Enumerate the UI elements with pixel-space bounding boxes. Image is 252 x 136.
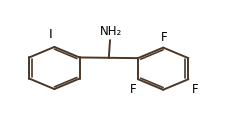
Text: F: F xyxy=(191,83,197,96)
Text: I: I xyxy=(49,28,52,41)
Text: F: F xyxy=(161,31,167,44)
Text: F: F xyxy=(130,83,136,96)
Text: NH₂: NH₂ xyxy=(100,25,122,38)
